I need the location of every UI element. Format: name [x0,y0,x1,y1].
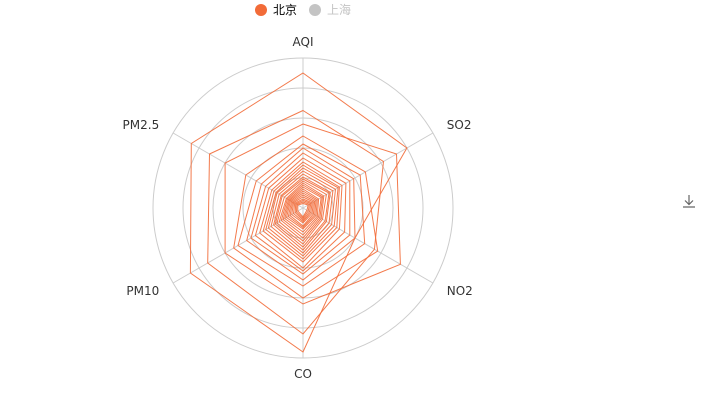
beijing-day-polygon-21 [285,190,318,230]
beijing-day-polygon-6 [246,147,356,281]
legend-dot-shanghai [309,4,321,16]
indicator-label-5: PM2.5 [123,118,160,132]
beijing-day-polygon-16 [276,180,327,245]
legend-label-shanghai: 上海 [327,3,352,17]
beijing-day-polygon-11 [265,167,339,260]
beijing-day-polygon-26 [294,199,312,221]
radar-series [189,72,408,353]
radar-indicator-labels: AQI SO2 NO2 CO PM10 PM2.5 [123,35,473,381]
beijing-day-polygon-13 [270,173,334,254]
radar-axes [172,58,434,358]
indicator-label-3: CO [294,367,312,381]
beijing-day-polygon-25 [292,198,313,223]
indicator-label-4: PM10 [126,284,159,298]
chart-legend: 北京 上海 [0,3,606,17]
beijing-day-polygon-28 [297,202,309,218]
beijing-day-polygon-5 [237,143,366,287]
legend-dot-beijing [254,4,267,16]
beijing-day-polygon-3 [224,123,401,305]
legend-label-beijing: 北京 [272,3,297,17]
beijing-day-polygon-19 [282,186,322,236]
legend-item-shanghai[interactable]: 上海 [309,3,351,17]
beijing-day-polygon-27 [295,201,311,220]
legend-item-beijing[interactable]: 北京 [254,3,297,17]
indicator-label-2: NO2 [447,284,473,298]
beijing-day-polygon-12 [267,170,337,257]
beijing-day-polygon-9 [259,161,343,269]
beijing-day-polygon-4 [233,135,379,299]
beijing-day-polygon-2 [207,109,385,335]
download-button[interactable] [680,192,698,210]
beijing-day-polygon-8 [254,157,347,272]
beijing-day-polygon-14 [273,176,331,251]
indicator-label-1: SO2 [447,118,472,132]
beijing-day-polygon-18 [280,184,324,239]
beijing-day-polygon-1 [189,72,408,353]
download-icon [683,195,695,208]
indicator-label-0: AQI [293,35,314,49]
beijing-day-polygon-15 [274,178,330,248]
beijing-day-polygon-10 [262,164,340,263]
beijing-day-polygon-20 [284,188,320,233]
beijing-day-polygon-24 [291,196,314,224]
beijing-day-polygon-22 [287,192,317,229]
beijing-day-polygon-17 [278,182,325,242]
axis-line-1 [302,132,434,209]
beijing-day-polygon-23 [289,194,316,227]
beijing-day-polygon-7 [250,152,351,275]
